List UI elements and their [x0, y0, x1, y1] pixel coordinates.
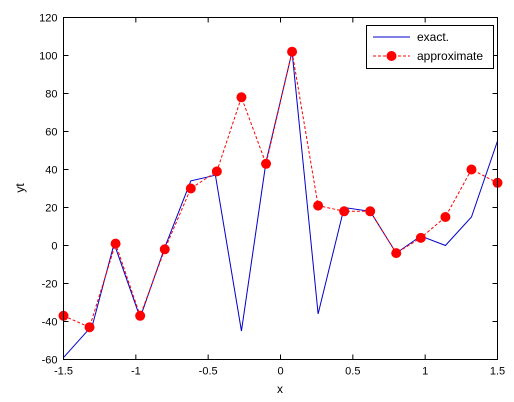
x-tick-label: -1.5 — [54, 366, 73, 378]
y-tick-label: 120 — [39, 13, 57, 25]
legend-marker-approximate — [386, 51, 397, 61]
data-point-approximate — [466, 164, 477, 175]
y-tick-label: -20 — [42, 279, 58, 291]
x-axis-label: x — [277, 382, 283, 396]
y-tick-label: 60 — [45, 127, 57, 139]
data-point-approximate — [159, 244, 170, 255]
y-tick-label: 20 — [45, 203, 57, 215]
y-tick-label: 80 — [45, 89, 57, 101]
data-point-approximate — [391, 248, 402, 259]
data-point-approximate — [185, 183, 196, 194]
x-tick-label: -0.5 — [199, 366, 218, 378]
data-point-approximate — [211, 166, 222, 177]
y-tick-label: -60 — [42, 355, 58, 367]
y-tick-label: 40 — [45, 165, 57, 177]
data-point-approximate — [261, 158, 272, 169]
x-tick-label: 1.5 — [490, 366, 505, 378]
data-point-approximate — [365, 206, 376, 217]
legend-box — [366, 25, 494, 69]
x-tick-label: 1 — [422, 366, 428, 378]
data-point-approximate — [110, 238, 121, 249]
series-line-approximate — [63, 51, 498, 328]
y-tick-label: 0 — [51, 241, 57, 253]
data-point-approximate — [236, 92, 247, 103]
data-point-approximate — [415, 232, 426, 243]
x-tick-label: 0 — [277, 366, 283, 378]
x-tick-label: -1 — [131, 366, 141, 378]
data-point-approximate — [339, 206, 350, 217]
series-line-exact — [63, 51, 498, 358]
legend-label-exact: exact. — [417, 30, 449, 44]
data-point-approximate — [313, 200, 324, 211]
y-axis-label: yt — [13, 183, 27, 193]
legend: exact. approximate — [366, 25, 494, 69]
data-point-approximate — [135, 310, 146, 321]
y-tick-label: 100 — [39, 51, 57, 63]
ticks-layer: -1.5 -1 -0.5 0 0.5 1 1.5 -60 -40 -20 0 20 40 60 80 100 1… — [39, 13, 505, 378]
data-point-approximate — [84, 322, 95, 333]
y-tick-label: -40 — [42, 317, 58, 329]
legend-label-approximate: approximate — [417, 49, 483, 63]
data-point-approximate — [287, 46, 298, 57]
x-tick-label: 0.5 — [345, 366, 360, 378]
series-layer — [58, 46, 503, 358]
data-point-approximate — [440, 212, 451, 222]
